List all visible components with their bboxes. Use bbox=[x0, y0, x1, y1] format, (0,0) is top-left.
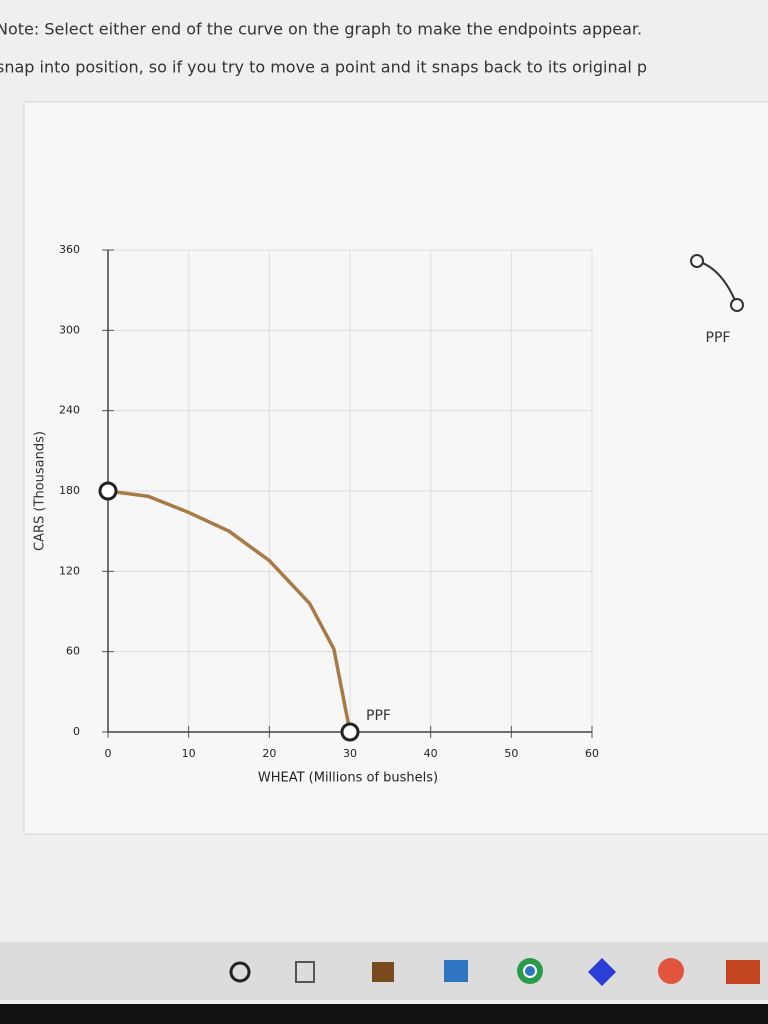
store-icon[interactable] bbox=[372, 962, 394, 982]
task-view-icon[interactable] bbox=[295, 961, 315, 983]
y-tick-label: 300 bbox=[59, 323, 80, 336]
x-tick-label: 30 bbox=[343, 747, 357, 760]
legend[interactable]: PPF bbox=[690, 254, 744, 346]
note-line: snap into position, so if you try to mov… bbox=[0, 58, 647, 77]
y-tick-label: 120 bbox=[59, 564, 80, 577]
y-tick-label: 0 bbox=[73, 725, 80, 738]
x-tick-label: 10 bbox=[182, 747, 196, 760]
app-icon[interactable] bbox=[588, 958, 616, 986]
x-tick-label: 20 bbox=[262, 747, 276, 760]
ppf-curve bbox=[107, 489, 352, 733]
endpoint bbox=[98, 481, 118, 501]
x-tick-label: 0 bbox=[105, 747, 112, 760]
curve-label: PPF bbox=[366, 708, 391, 724]
legend-handle bbox=[690, 254, 704, 268]
x-tick-label: 50 bbox=[504, 747, 518, 760]
chrome-center bbox=[523, 964, 537, 978]
y-axis-label: CARS (Thousands) bbox=[33, 431, 48, 551]
x-tick-label: 40 bbox=[424, 747, 438, 760]
legend-label: PPF bbox=[706, 330, 731, 346]
legend-handle bbox=[730, 298, 744, 312]
endpoint bbox=[340, 722, 360, 742]
note-line: Note: Select either end of the curve on … bbox=[0, 20, 642, 39]
y-tick-label: 180 bbox=[59, 484, 80, 497]
office-icon[interactable] bbox=[726, 960, 760, 984]
x-axis-label: WHEAT (Millions of bushels) bbox=[258, 771, 438, 786]
screen-bezel bbox=[0, 1004, 768, 1024]
app-icon[interactable] bbox=[658, 958, 684, 984]
y-tick-label: 360 bbox=[59, 243, 80, 256]
y-tick-label: 240 bbox=[59, 404, 80, 417]
graph-panel bbox=[23, 101, 768, 835]
search-icon[interactable] bbox=[229, 961, 251, 983]
x-tick-label: 60 bbox=[585, 747, 599, 760]
explorer-icon[interactable] bbox=[444, 960, 468, 982]
y-tick-label: 60 bbox=[66, 645, 80, 658]
